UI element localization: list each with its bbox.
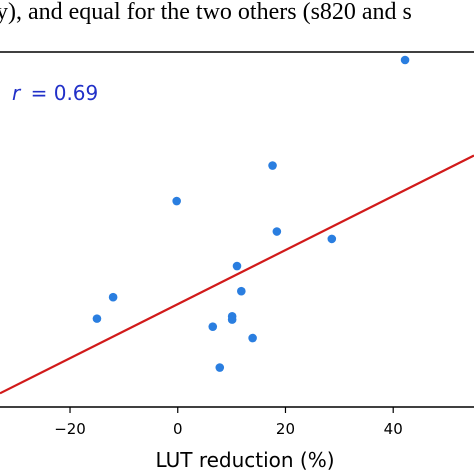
correlation-equals: = (31, 81, 54, 105)
data-point (248, 333, 257, 343)
data-point (208, 322, 218, 331)
x-tick-label: 20 (276, 420, 295, 438)
data-point (108, 292, 118, 302)
regression-line (0, 154, 474, 395)
data-point (327, 234, 337, 244)
x-axis-label: LUT reduction (%) (155, 448, 334, 472)
data-point (400, 55, 410, 65)
correlation-value: 0.69 (54, 81, 99, 105)
axes-frame (0, 51, 474, 408)
data-point (237, 286, 246, 296)
data-point (215, 363, 225, 372)
x-tick-label: −20 (54, 420, 86, 438)
data-point (272, 227, 282, 236)
correlation-annotation: r = 0.69 (12, 81, 98, 105)
data-point (92, 314, 102, 323)
correlation-symbol: r (12, 81, 22, 105)
data-point (232, 261, 242, 271)
x-tick-label: 40 (384, 420, 403, 438)
data-point (268, 161, 277, 170)
data-point (172, 196, 181, 206)
data-point (227, 315, 237, 324)
caption-text: y), and equal for the two others (s820 a… (0, 0, 412, 25)
x-tick-label: 0 (173, 420, 183, 438)
